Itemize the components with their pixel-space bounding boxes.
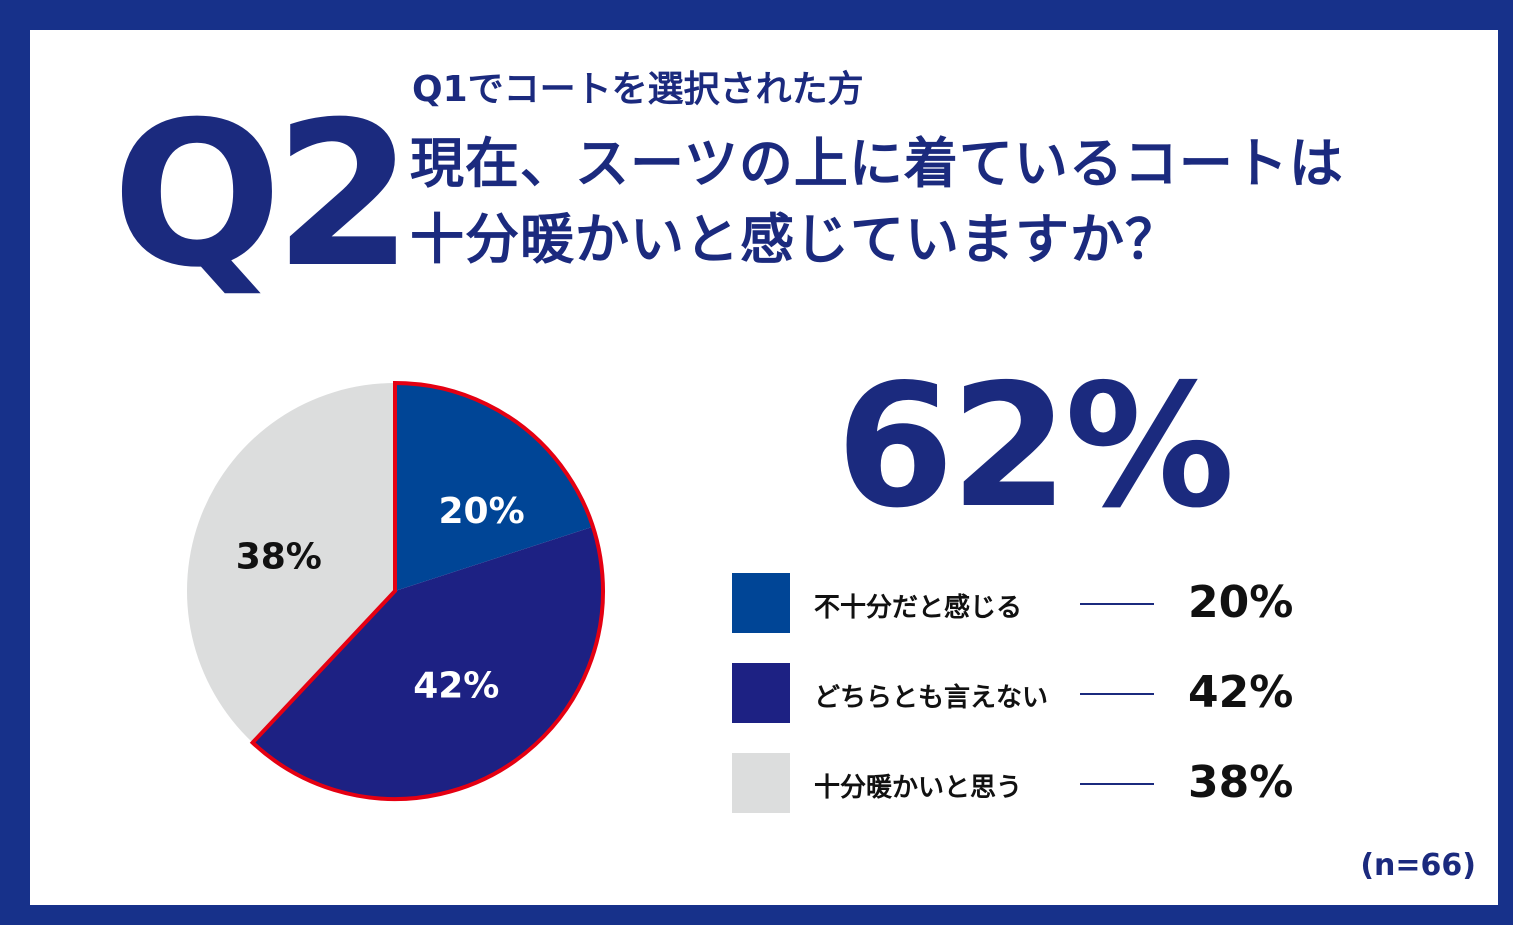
legend-swatch (732, 663, 790, 723)
legend-swatch (732, 753, 790, 813)
legend-value: 42% (1188, 667, 1294, 718)
legend-leader-line (1080, 603, 1154, 605)
legend-item-sufficient: 十分暖かいと思う 38% (732, 753, 1352, 813)
pie-slice-insufficient (395, 383, 593, 591)
pie-highlight-outline (249, 380, 605, 801)
pie-slice-sufficient (186, 383, 395, 743)
legend-swatch (732, 573, 790, 633)
question-line-1: 現在、スーツの上に着ているコートは (410, 132, 1344, 195)
question-line-2: 十分暖かいと感じていますか？ (410, 207, 1180, 271)
legend-value: 38% (1188, 757, 1294, 808)
legend-label: 十分暖かいと思う (814, 773, 1023, 803)
legend-item-insufficient: 不十分だと感じる 20% (732, 573, 1352, 633)
headline-percentage: 62% (836, 348, 1235, 546)
legend-leader-line (1080, 783, 1154, 785)
pie-label-neutral: 42% (413, 666, 499, 707)
pie-slice-neutral (252, 526, 604, 800)
legend-item-neutral: どちらとも言えない 42% (732, 663, 1352, 723)
legend-label: どちらとも言えない (814, 683, 1049, 713)
card-frame: Q2 Q1でコートを選択された方 現在、スーツの上に着ているコートは 十分暖かいと… (30, 30, 1498, 905)
sample-size: (n=66) (1360, 848, 1476, 883)
question-number: Q2 (112, 79, 413, 312)
pie-chart: 20% 42% 38% (186, 380, 605, 801)
question-text: 現在、スーツの上に着ているコートは 十分暖かいと感じていますか？ (410, 126, 1344, 277)
pie-label-sufficient: 38% (236, 537, 322, 578)
legend-leader-line (1080, 693, 1154, 695)
pie-label-insufficient: 20% (438, 491, 524, 532)
legend-value: 20% (1188, 577, 1294, 628)
legend-label: 不十分だと感じる (814, 593, 1023, 623)
question-subtitle: Q1でコートを選択された方 (412, 69, 864, 110)
